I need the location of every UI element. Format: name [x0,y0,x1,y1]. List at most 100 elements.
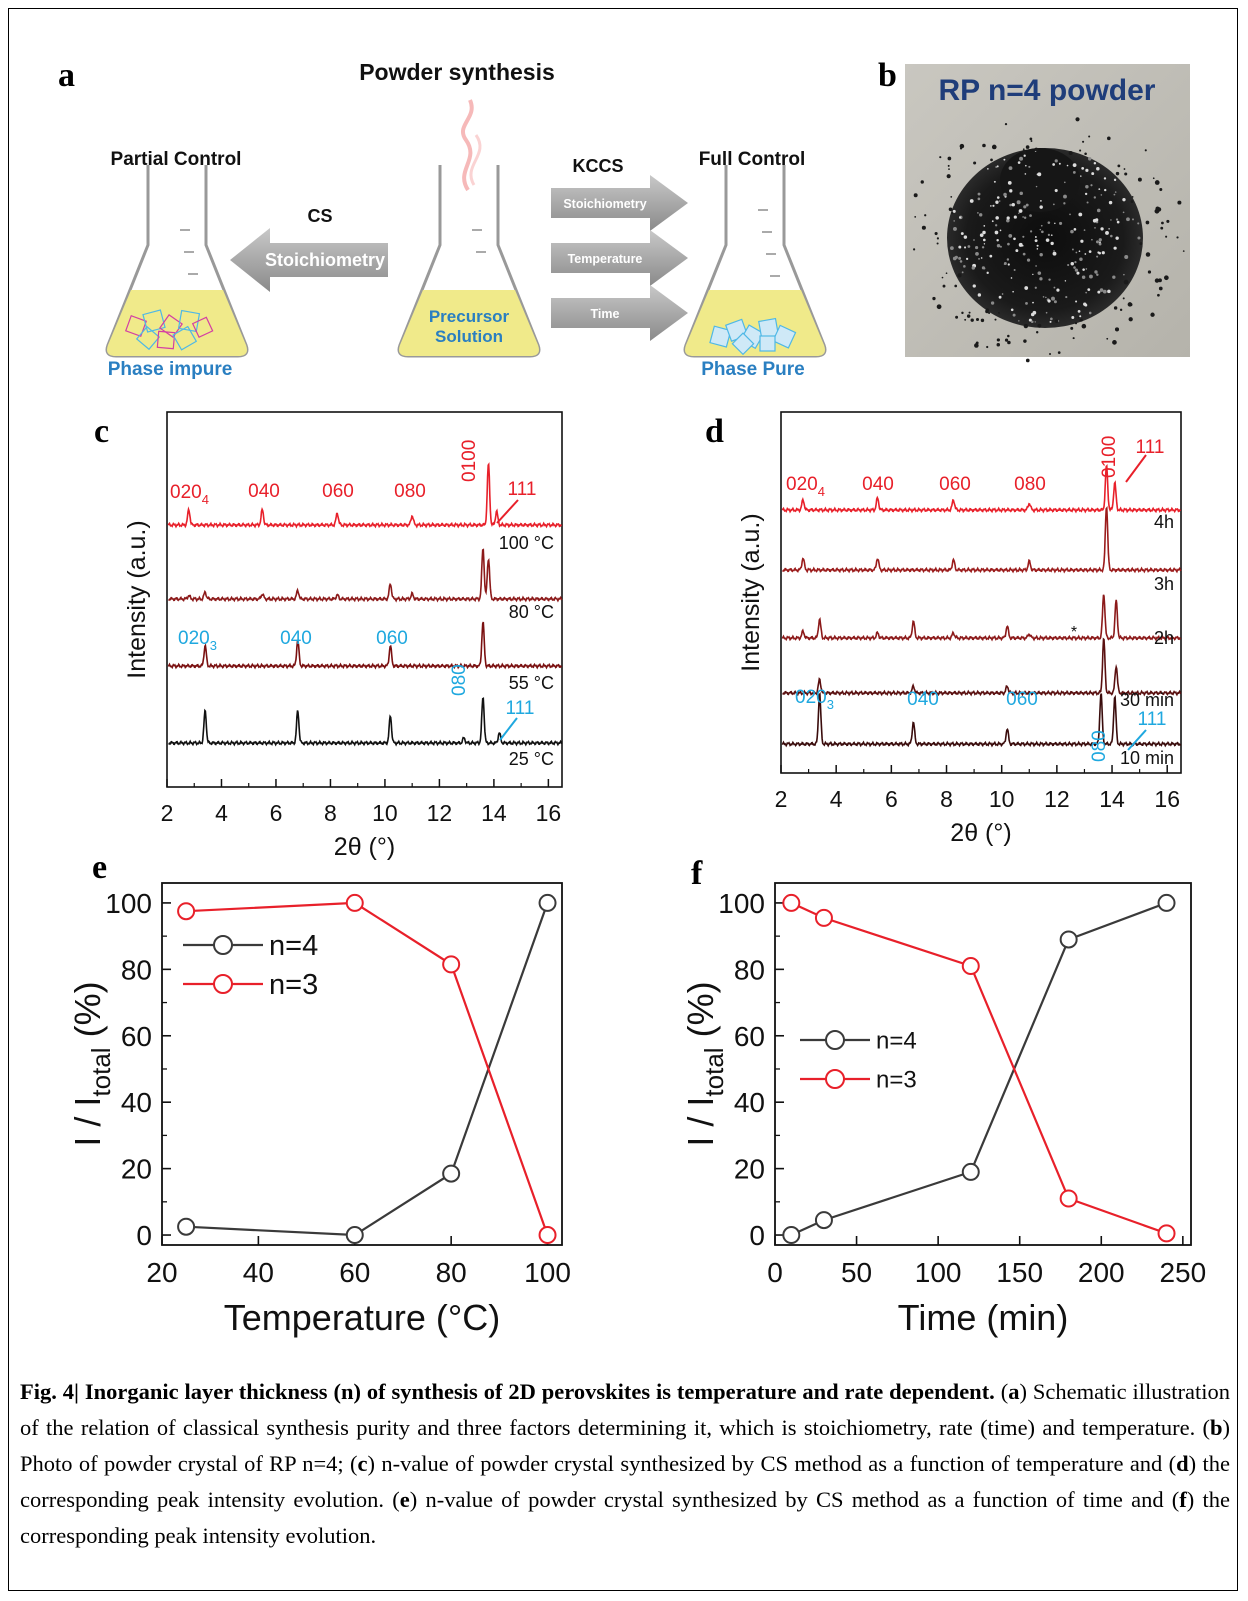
powder-grain [912,248,916,251]
powder-speck [961,271,964,274]
legend-label: n=3 [876,1066,917,1093]
powder-grain [1145,252,1151,257]
x-tick-label: 200 [1078,1257,1125,1288]
powder-grain [1122,297,1125,300]
y-axis-label: Intensity (a.u.) [123,520,151,678]
data-point-n=3 [345,893,364,912]
powder-speck [995,224,998,227]
powder-grain [932,296,936,301]
powder-grain [1131,196,1134,198]
powder-speck [1100,194,1103,196]
powder-speck [1065,295,1068,299]
powder-speck [1047,299,1051,303]
powder-speck [1010,308,1014,312]
powder-speck [1087,288,1091,292]
powder-speck [1053,286,1056,289]
powder-speck [1108,200,1113,205]
peak-index-label: 111 [508,479,537,500]
powder-grain [951,212,954,215]
powder-grain [970,318,974,322]
powder-speck [1096,273,1099,277]
powder-speck [1075,251,1078,254]
powder-speck [1018,209,1023,213]
powder-grain [994,318,997,321]
powder-speck [1088,311,1092,315]
xrd-series-10min [781,691,1182,748]
powder-grain [1088,135,1091,138]
powder-speck [1007,181,1012,185]
series-label: 3h [1154,574,1174,594]
powder-speck [1137,236,1141,240]
x-tick-label: 8 [940,786,953,812]
y-axis-label: I / Itotal (%) [67,981,116,1146]
series-label: 10 min [1120,748,1174,768]
powder-speck [1051,296,1055,301]
flask-center [397,99,541,358]
powder-speck [1035,185,1038,188]
powder-speck [1003,192,1007,197]
powder-speck [1024,173,1027,175]
powder-speck [1115,236,1119,240]
peak-index-label: 060 [939,474,971,495]
powder-speck [963,235,968,239]
powder-speck [1025,301,1028,305]
powder-speck [983,243,986,245]
powder-speck [1064,280,1067,282]
xrd-series-4h [781,463,1181,514]
powder-speck [1084,253,1087,255]
kccs-arrow-2: Temperature [551,230,688,286]
powder-speck [1052,163,1055,166]
x-tick-label: 6 [885,786,898,812]
powder-speck [1012,290,1014,293]
powder-speck [1010,277,1013,279]
powder-speck [959,260,963,263]
phase-pure-label: Phase Pure [701,359,805,380]
powder-speck [1073,227,1077,231]
powder-speck [952,209,956,213]
powder-speck [992,204,995,207]
powder-grain [996,342,1001,347]
data-point-n=3 [814,908,833,927]
powder-speck [1037,271,1042,275]
powder-speck [1024,286,1029,290]
xrd-chart-time: 2 4 6 8 10 12 14 16 2θ (°) Intensity (a.u.) 4h 3h 2h… [737,411,1182,847]
powder-speck [953,226,957,231]
peak-index-label: 111 [1138,709,1167,730]
powder-grain [946,174,951,179]
kccs-arrow-3: Time [551,285,688,341]
powder-grain [1079,318,1083,322]
powder-grain [913,193,918,198]
powder-speck [1085,268,1088,270]
powder-grain [1164,275,1169,281]
powder-speck [1047,233,1050,236]
powder-speck [990,301,995,305]
xrd-series-2h [781,594,1182,642]
powder-speck [1050,234,1053,236]
caption-title: Fig. 4| Inorganic layer thickness (n) of… [20,1379,995,1404]
powder-speck [1048,278,1051,281]
x-axis-label: Time (min) [898,1297,1069,1338]
powder-speck [1022,252,1026,256]
peak-leader-line [499,717,518,741]
powder-speck [1082,268,1085,271]
powder-grain [980,318,985,323]
powder-specks [912,117,1185,363]
powder-grain [1007,340,1011,345]
x-tick-label: 100 [915,1257,962,1288]
powder-grain [1154,180,1160,185]
powder-speck [1042,295,1045,298]
plot-frame [780,411,1182,774]
powder-speck [973,239,975,241]
xrd-series-100C [167,462,562,529]
powder-speck [963,265,966,268]
powder-speck [1081,275,1086,279]
powder-speck [1053,250,1055,252]
powder-speck [1071,248,1074,251]
data-point-n=3 [177,902,196,921]
powder-grain [955,315,959,319]
powder-speck [1101,251,1105,255]
panel-a: a Powder synthesis Partial Control Full … [58,57,827,380]
powder-speck [1054,188,1058,193]
xrd-series-25C [168,697,563,747]
powder-grain [936,237,939,240]
